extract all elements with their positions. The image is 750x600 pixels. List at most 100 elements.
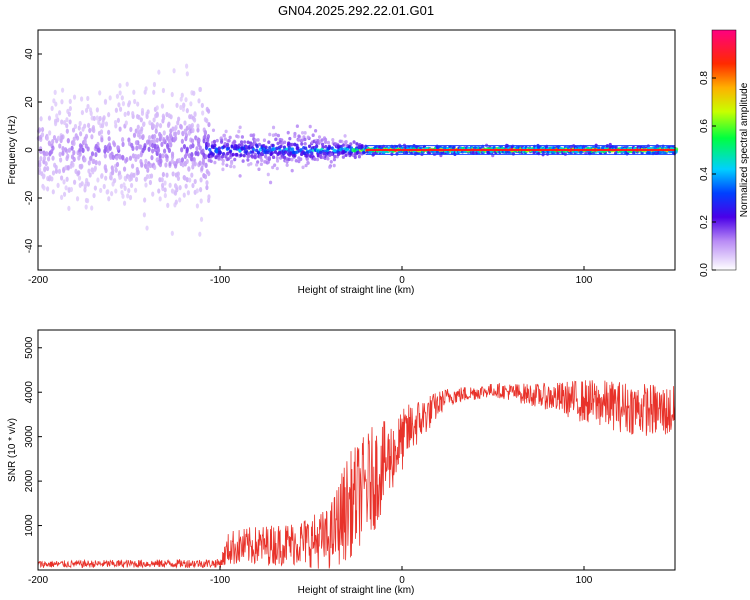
spectrogram-cell <box>632 151 636 155</box>
spectrogram-cell <box>121 137 125 143</box>
spectrogram-cell <box>160 182 165 188</box>
spectrogram-cell <box>207 170 211 177</box>
spectrogram-cell <box>150 155 154 161</box>
spectrogram-cell <box>158 152 162 159</box>
spectrogram-cell <box>160 103 165 109</box>
spectrogram-xtick-label: -200 <box>28 275 48 286</box>
spectrogram-cell <box>308 124 312 129</box>
spectrogram-cell <box>52 98 56 104</box>
spectrogram-cell <box>323 137 328 142</box>
spectrogram-cell <box>107 196 111 202</box>
spectrogram-cell <box>166 122 171 128</box>
spectrogram-cell <box>169 114 173 120</box>
spectrogram-cell <box>283 140 287 145</box>
spectrogram-cell <box>268 132 272 137</box>
spectrogram-cell <box>227 138 231 143</box>
spectrogram-cell <box>266 150 270 155</box>
spectrogram-cell <box>275 159 280 163</box>
spectrogram-cell <box>238 125 242 130</box>
spectrogram-cell <box>58 151 62 158</box>
spectrogram-cell <box>217 157 221 161</box>
spectrogram-cell <box>72 140 76 147</box>
spectrogram-cell <box>161 171 165 178</box>
spectrogram-cell <box>251 150 255 154</box>
spectrogram-cell <box>191 127 195 134</box>
spectrogram-cell <box>174 135 178 141</box>
spectrogram-cell <box>189 101 193 107</box>
spectrogram-cell <box>159 133 163 139</box>
spectrogram-cell <box>299 148 303 152</box>
spectrogram-cell <box>84 107 89 113</box>
spectrogram-cell <box>84 204 88 210</box>
spectrogram-cell <box>133 187 138 193</box>
spectrogram-cell <box>198 160 202 166</box>
spectrogram-cell <box>114 107 118 113</box>
spectrogram-cell <box>197 141 201 147</box>
spectrogram-cell <box>134 153 138 160</box>
spectrogram-cell <box>276 133 280 138</box>
spectrogram-cells <box>36 63 679 237</box>
spectrogram-cell <box>141 121 146 128</box>
spectrogram-cell <box>185 158 189 164</box>
spectrogram-cell <box>118 90 122 96</box>
spectrogram-cell <box>290 168 294 173</box>
spectrogram-cell <box>71 127 76 133</box>
spectrogram-cell <box>90 205 94 211</box>
spectrogram-cell <box>133 98 137 105</box>
spectrogram-cell <box>136 154 140 160</box>
spectrogram-cell <box>597 146 601 150</box>
spectrogram-cell <box>195 146 199 152</box>
spectrogram-cell <box>222 145 226 149</box>
spectrogram-cell <box>228 150 232 154</box>
spectrogram-cell <box>92 192 96 199</box>
spectrogram-cell <box>211 152 215 156</box>
spectrogram-cell <box>253 155 257 160</box>
spectrogram-cell <box>206 108 211 114</box>
spectrogram-cell <box>207 194 211 200</box>
spectrogram-cell <box>51 189 55 195</box>
spectrogram-cell <box>62 179 66 185</box>
spectrogram-cell <box>264 145 268 150</box>
spectrogram-cell <box>271 143 275 148</box>
spectrogram-cell <box>39 156 43 162</box>
spectrogram-cell <box>176 171 180 177</box>
spectrogram-cell <box>305 157 309 162</box>
spectrogram-cell <box>260 158 264 163</box>
spectrogram-cell <box>246 158 250 162</box>
spectrogram-xlabel: Height of straight line (km) <box>298 285 415 296</box>
spectrogram-cell <box>219 140 224 144</box>
spectrogram-cell <box>66 137 70 144</box>
spectrogram-cell <box>59 194 64 201</box>
spectrogram-cell <box>89 110 93 116</box>
spectrogram-cell <box>205 184 209 191</box>
spectrogram-cell <box>295 124 299 129</box>
snr-ytick-label: 2000 <box>24 470 35 493</box>
spectrogram-cell <box>78 151 82 157</box>
spectrogram-cell <box>73 123 78 130</box>
spectrogram-cell <box>182 143 187 150</box>
spectrogram-cell <box>273 150 278 154</box>
spectrogram-cell <box>116 145 121 151</box>
spectrogram-cell <box>451 145 455 150</box>
spectrogram-cell <box>180 138 184 144</box>
spectrogram-cell <box>154 128 158 134</box>
spectrogram-cell <box>179 96 183 102</box>
spectrogram-cell <box>83 187 87 193</box>
spectrogram-cell <box>122 200 127 206</box>
spectrogram-cell <box>185 108 189 114</box>
spectrogram-cell <box>182 192 186 198</box>
spectrogram-cell <box>262 138 267 143</box>
spectrogram-cell <box>68 98 72 104</box>
spectrogram-cell <box>104 175 108 181</box>
spectrogram-cell <box>174 199 178 205</box>
spectrogram-cell <box>172 68 176 74</box>
colorbar-tick-label: 0.4 <box>699 167 710 181</box>
spectrogram-cell <box>62 191 67 197</box>
spectrogram-cell <box>196 151 200 157</box>
spectrogram-cell <box>440 150 444 155</box>
spectrogram-cell <box>142 212 147 218</box>
spectrogram-cell <box>115 155 119 161</box>
spectrogram-cell <box>165 172 169 178</box>
spectrogram-cell <box>163 180 167 186</box>
spectrogram-cell <box>126 193 130 199</box>
